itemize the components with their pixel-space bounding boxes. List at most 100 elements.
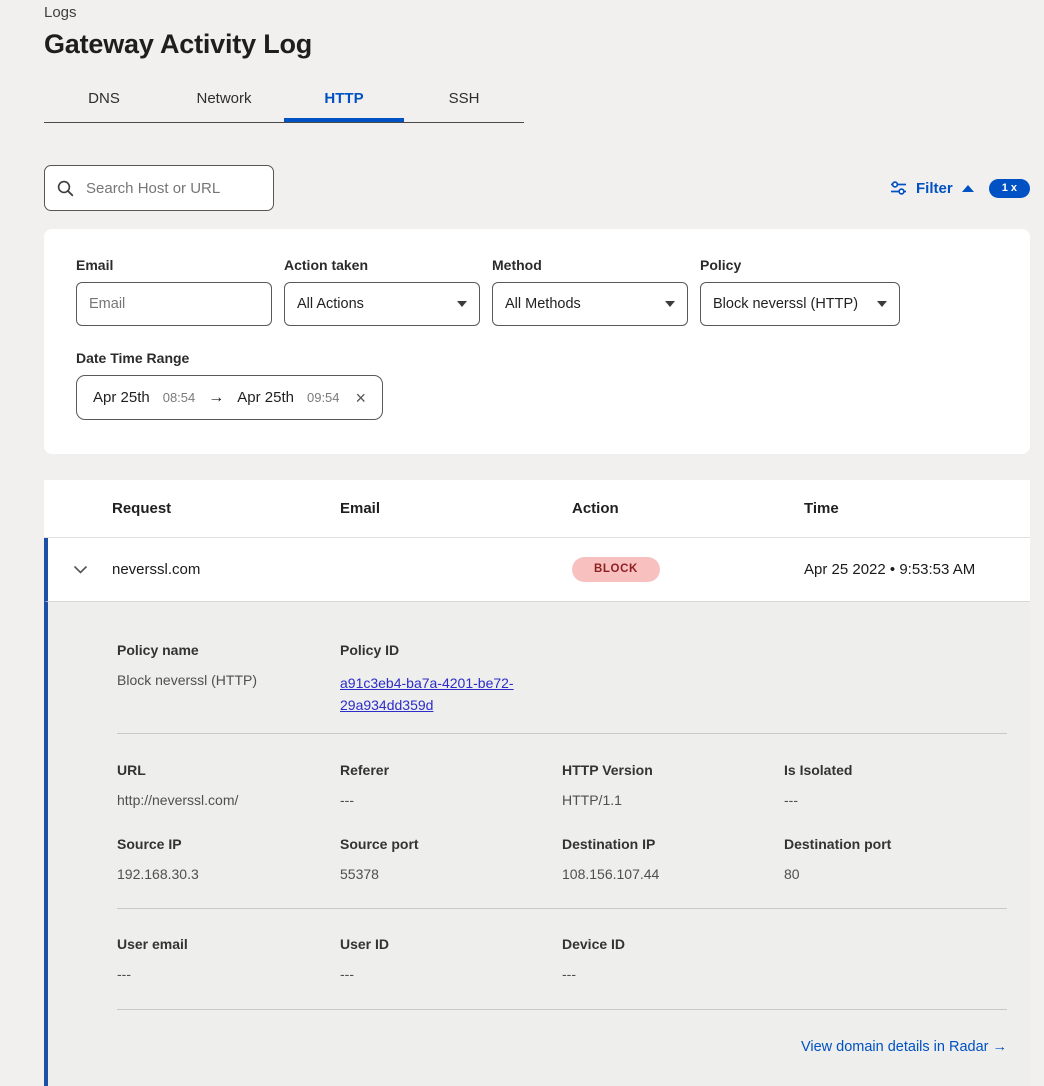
email-filter-field: Email [76, 257, 272, 326]
log-row-neverssl[interactable]: neverssl.com BLOCK Apr 25 2022 • 9:53:53… [44, 538, 1030, 601]
toolbar: Filter 1 x [44, 165, 1030, 211]
is-isolated-field: Is Isolated --- [784, 762, 1007, 808]
tab-http[interactable]: HTTP [284, 80, 404, 122]
source-ip-field: Source IP 192.168.30.3 [117, 836, 340, 882]
filter-count-badge[interactable]: 1 x [988, 178, 1030, 198]
method-field: Method All Methods [492, 257, 688, 326]
range-arrow-icon: → [208, 388, 225, 406]
chevron-down-icon [665, 301, 675, 307]
policy-selected-value: Block neverssl (HTTP) [713, 296, 859, 312]
http-details-section: URL http://neverssl.com/ Referer --- HTT… [117, 734, 1007, 908]
search-box[interactable] [44, 165, 274, 211]
filter-panel: Email Action taken All Actions Method Al… [44, 229, 1030, 454]
row-action-cell: BLOCK [572, 557, 804, 582]
policy-name-label: Policy name [117, 642, 199, 658]
email-filter-input[interactable] [76, 282, 272, 326]
device-id-field: Device ID --- [562, 936, 784, 982]
destination-port-value: 80 [784, 865, 800, 882]
action-column-header: Action [572, 500, 619, 517]
referer-label: Referer [340, 761, 390, 778]
destination-ip-field: Destination IP 108.156.107.44 [562, 836, 784, 882]
chevron-down-icon [457, 301, 467, 307]
row-time-value: Apr 25 2022 • 9:53:53 AM [804, 561, 976, 578]
email-column-header: Email [340, 500, 381, 517]
activity-log-table: Request Email Action Time neverssl.com B… [44, 480, 1030, 1086]
table-header-row: Request Email Action Time [44, 480, 1030, 538]
section-divider [117, 907, 1007, 909]
clear-range-icon[interactable]: × [355, 387, 367, 408]
row-request-value: neverssl.com [112, 561, 201, 578]
date-time-range-picker[interactable]: Apr 25th 08:54 → Apr 25th 09:54 × [76, 375, 384, 420]
section-divider [117, 1008, 1007, 1010]
method-selected-value: All Methods [505, 296, 581, 312]
source-ip-value: 192.168.30.3 [117, 865, 199, 882]
url-value: http://neverssl.com/ [117, 791, 239, 808]
user-email-value: --- [117, 965, 131, 982]
view-in-radar-link[interactable]: View domain details in Radar → [800, 1038, 1007, 1055]
search-input[interactable] [84, 178, 261, 198]
policy-name-value: Block neverssl (HTTP) [117, 672, 258, 688]
section-divider [117, 732, 1007, 734]
policy-select[interactable]: Block neverssl (HTTP) [700, 282, 900, 326]
range-end-time: 09:54 [306, 390, 340, 405]
action-taken-field: Action taken All Actions [284, 257, 480, 326]
user-email-label: User email [117, 935, 188, 952]
destination-ip-label: Destination IP [562, 835, 656, 852]
range-start-date: Apr 25th [93, 389, 150, 406]
filter-toggle-button[interactable]: Filter [916, 179, 953, 197]
source-ip-label: Source IP [117, 835, 182, 852]
destination-ip-value: 108.156.107.44 [562, 865, 660, 882]
user-section: User email --- User ID --- Device ID --- [117, 909, 1007, 1009]
policy-section: Policy name Block neverssl (HTTP) Policy… [117, 602, 1007, 733]
action-taken-select[interactable]: All Actions [284, 282, 480, 326]
row-expander[interactable] [48, 565, 112, 574]
request-column-header: Request [112, 500, 172, 517]
network-row: Source IP 192.168.30.3 Source port 55378… [117, 836, 1007, 882]
tab-network[interactable]: Network [196, 90, 252, 107]
policy-label: Policy [700, 257, 742, 273]
user-id-field: User ID --- [340, 936, 562, 982]
breadcrumb: Logs [44, 4, 77, 21]
tab-dns[interactable]: DNS [88, 90, 120, 107]
source-port-field: Source port 55378 [340, 836, 562, 882]
action-taken-label: Action taken [284, 257, 369, 273]
policy-id-link[interactable]: a91c3eb4-ba7a-4201-be72-29a934dd359d [340, 675, 514, 714]
referer-value: --- [340, 791, 354, 808]
action-taken-selected-value: All Actions [297, 296, 364, 312]
page-title: Gateway Activity Log [44, 29, 313, 59]
date-time-range-label: Date Time Range [76, 350, 190, 366]
email-filter-label: Email [76, 257, 114, 273]
method-select[interactable]: All Methods [492, 282, 688, 326]
http-version-label: HTTP Version [562, 761, 653, 778]
user-id-value: --- [340, 965, 354, 982]
url-field: URL http://neverssl.com/ [117, 762, 340, 808]
chevron-down-icon [877, 301, 887, 307]
user-email-field: User email --- [117, 936, 340, 982]
collapse-caret-icon[interactable] [961, 184, 974, 192]
filter-sliders-icon [890, 180, 907, 196]
http-version-field: HTTP Version HTTP/1.1 [562, 762, 784, 808]
url-label: URL [117, 761, 146, 778]
method-label: Method [492, 257, 542, 273]
device-id-label: Device ID [562, 935, 626, 952]
url-row: URL http://neverssl.com/ Referer --- HTT… [117, 762, 1007, 808]
policy-id-label: Policy ID [340, 642, 400, 658]
destination-port-field: Destination port 80 [784, 836, 1007, 882]
row-details-panel: Policy name Block neverssl (HTTP) Policy… [44, 601, 1030, 1086]
chevron-down-icon [73, 565, 88, 574]
range-start-time: 08:54 [162, 390, 196, 405]
block-status-badge: BLOCK [572, 557, 660, 582]
user-id-label: User ID [340, 935, 390, 952]
source-port-value: 55378 [340, 865, 379, 882]
is-isolated-label: Is Isolated [784, 761, 853, 778]
policy-name-field: Policy name Block neverssl (HTTP) [117, 642, 340, 717]
destination-port-label: Destination port [784, 835, 892, 852]
referer-field: Referer --- [340, 762, 562, 808]
policy-id-field: Policy ID a91c3eb4-ba7a-4201-be72-29a934… [340, 642, 562, 717]
filter-controls: Filter 1 x [890, 178, 1030, 198]
filter-fields-row: Email Action taken All Actions Method Al… [76, 257, 998, 326]
tab-ssh[interactable]: SSH [448, 90, 480, 107]
log-type-tabs: DNS Network HTTP SSH [44, 80, 524, 123]
range-end-date: Apr 25th [237, 389, 294, 406]
